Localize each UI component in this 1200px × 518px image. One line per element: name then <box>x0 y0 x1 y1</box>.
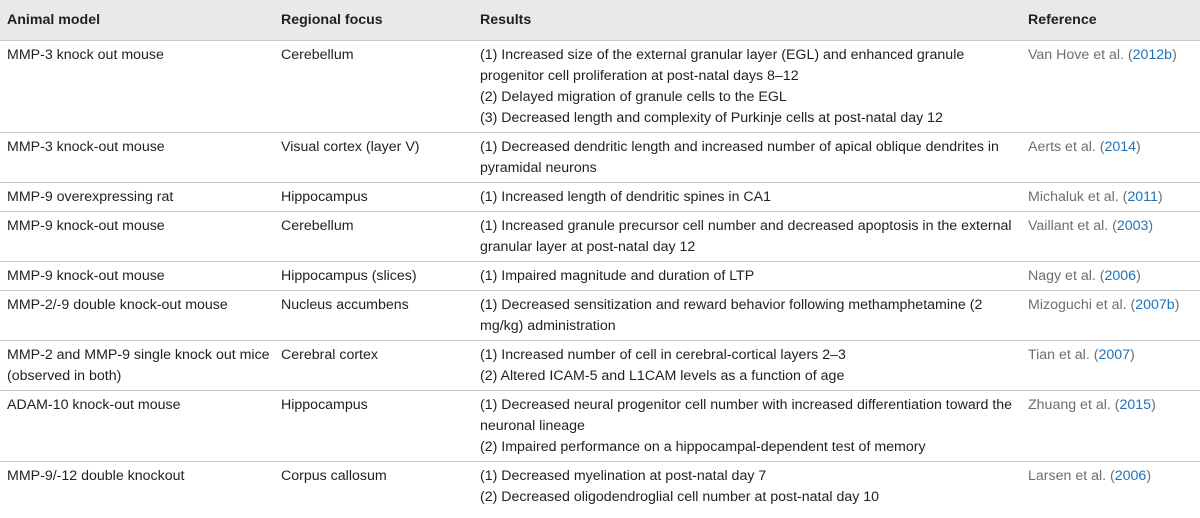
reference-year-link[interactable]: 2007 <box>1098 347 1131 363</box>
reference-cell: Zhuang et al. (2015) <box>1024 390 1200 462</box>
reference-year-link[interactable]: 2007b <box>1135 297 1175 313</box>
reference-close: ) <box>1130 347 1135 363</box>
reference-cell: Larsen et al. (2006) <box>1024 462 1200 512</box>
reference-cell: Tian et al. (2007) <box>1024 340 1200 391</box>
result-line: (2) Impaired performance on a hippocampa… <box>480 439 926 455</box>
table-row: MMP-3 knock out mouse Cerebellum (1) Incre… <box>0 40 1200 133</box>
regional-focus-cell: Cerebellum <box>274 40 473 133</box>
table-row: MMP-9 overexpressing rat Hippocampus (1) I… <box>0 182 1200 212</box>
reference-authors: Aerts et al. ( <box>1028 139 1105 155</box>
results-cell: (1) Decreased myelination at post-natal … <box>473 462 1024 512</box>
reference-close: ) <box>1151 397 1156 413</box>
reference-year-link[interactable]: 2014 <box>1104 139 1137 155</box>
results-cell: (1) Increased number of cell in cerebral… <box>473 340 1024 391</box>
reference-year-link[interactable]: 2015 <box>1119 397 1152 413</box>
reference-year-link[interactable]: 2006 <box>1104 268 1137 284</box>
reference-close: ) <box>1146 468 1152 484</box>
reference-authors: Van Hove et al. ( <box>1028 47 1133 63</box>
reference-cell: Mizoguchi et al. (2007b) <box>1024 290 1200 341</box>
reference-authors: Zhuang et al. ( <box>1028 397 1120 413</box>
regional-focus-cell: Hippocampus <box>274 390 473 462</box>
results-cell: (1) Impaired magnitude and duration of L… <box>473 261 1024 291</box>
reference-close: ) <box>1148 218 1154 234</box>
animal-model-cell: MMP-9/-12 double knockout <box>7 468 185 484</box>
table-row: MMP-2 and MMP-9 single knock out mice (o… <box>0 340 1200 391</box>
header-regional-focus: Regional focus <box>274 0 473 41</box>
animal-model-cell: MMP-3 knock out mouse <box>0 40 274 133</box>
reference-close: ) <box>1174 297 1180 313</box>
table-row: MMP-9 knock-out mouse Hippocampus (slices… <box>0 261 1200 291</box>
results-cell: (1) Decreased dendritic length and incre… <box>473 132 1024 183</box>
reference-authors: Nagy et al. ( <box>1028 268 1105 284</box>
regional-focus-cell: Cerebral cortex <box>274 340 473 391</box>
animal-model-cell: MMP-3 knock-out mouse <box>0 132 274 183</box>
regional-focus-cell: Visual cortex (layer V) <box>274 132 473 183</box>
reference-close: ) <box>1136 139 1141 155</box>
result-line: (1) Increased length of dendritic spines… <box>480 189 772 205</box>
results-cell: (1) Increased granule precursor cell num… <box>473 211 1024 262</box>
reference-year-link[interactable]: 2006 <box>1114 468 1147 484</box>
result-line: (1) Decreased neural progenitor cell num… <box>480 397 1013 434</box>
results-cell: (1) Decreased neural progenitor cell num… <box>473 390 1024 462</box>
reference-close: ) <box>1136 268 1141 284</box>
results-cell: (1) Decreased sensitization and reward b… <box>473 290 1024 341</box>
result-line: (2) Delayed migration of granule cells t… <box>480 89 787 105</box>
regional-focus-cell: Corpus callosum <box>281 468 387 484</box>
animal-model-cell: MMP-9 knock-out mouse <box>0 211 274 262</box>
reference-authors: Mizoguchi et al. ( <box>1028 297 1136 313</box>
header-row: Animal model Regional focus Results Refe… <box>0 0 1200 41</box>
regional-focus-cell: Nucleus accumbens <box>274 290 473 341</box>
reference-close: ) <box>1157 189 1163 205</box>
result-line: (2) Decreased oligodendroglial cell numb… <box>480 489 880 505</box>
table-row: MMP-3 knock-out mouse Visual cortex (laye… <box>0 132 1200 183</box>
reference-year-link[interactable]: 2012b <box>1132 47 1173 63</box>
table-row: MMP-2/-9 double knock-out mouse Nucleus a… <box>0 290 1200 341</box>
header-results: Results <box>473 0 1024 41</box>
reference-cell: Michaluk et al. (2011) <box>1024 182 1200 212</box>
result-line: (1) Decreased sensitization and reward b… <box>480 297 983 334</box>
reference-authors: Michaluk et al. ( <box>1028 189 1128 205</box>
reference-cell: Van Hove et al. (2012b) <box>1024 40 1200 133</box>
animal-model-cell: MMP-2 and MMP-9 single knock out mice (o… <box>0 340 274 391</box>
result-line: (2) Altered ICAM-5 and L1CAM levels as a… <box>480 368 845 384</box>
reference-cell: Vaillant et al. (2003) <box>1024 211 1200 262</box>
regional-focus-cell: Cerebellum <box>274 211 473 262</box>
reference-year-link[interactable]: 2003 <box>1116 218 1149 234</box>
table-row: ADAM-10 knock-out mouse Hippocampus (1) De… <box>0 390 1200 462</box>
reference-year-link[interactable]: 2011 <box>1127 189 1158 205</box>
header-reference: Reference <box>1024 0 1200 41</box>
table-row: MMP-9 knock-out mouse Cerebellum (1) Incre… <box>0 211 1200 262</box>
result-line: (3) Decreased length and complexity of P… <box>480 110 943 126</box>
regional-focus-cell: Hippocampus <box>274 182 473 212</box>
reference-close: ) <box>1172 47 1177 63</box>
result-line: (1) Increased size of the external granu… <box>480 47 965 84</box>
header-animal-model: Animal model <box>0 0 274 41</box>
result-line: (1) Decreased myelination at post-natal … <box>480 468 767 484</box>
animal-model-cell: MMP-2/-9 double knock-out mouse <box>0 290 274 341</box>
reference-authors: Larsen et al. ( <box>1028 468 1115 484</box>
results-cell: (1) Increased length of dendritic spines… <box>473 182 1024 212</box>
results-cell: (1) Increased size of the external granu… <box>473 40 1024 133</box>
result-line: (1) Impaired magnitude and duration of L… <box>480 268 755 284</box>
result-line: (1) Decreased dendritic length and incre… <box>480 139 999 176</box>
reference-cell: Aerts et al. (2014) <box>1024 132 1200 183</box>
reference-authors: Vaillant et al. ( <box>1028 218 1117 234</box>
result-line: (1) Increased number of cell in cerebral… <box>480 347 846 363</box>
table-row: MMP-9/-12 double knockout Corpus callosum… <box>0 462 1200 512</box>
reference-authors: Tian et al. ( <box>1028 347 1099 363</box>
reference-cell: Nagy et al. (2006) <box>1024 261 1200 291</box>
animal-model-cell: MMP-9 overexpressing rat <box>0 182 274 212</box>
result-line: (1) Increased granule precursor cell num… <box>480 218 1012 255</box>
regional-focus-cell: Hippocampus (slices) <box>274 261 473 291</box>
animal-model-cell: MMP-9 knock-out mouse <box>0 261 274 291</box>
animal-model-cell: ADAM-10 knock-out mouse <box>0 390 274 462</box>
